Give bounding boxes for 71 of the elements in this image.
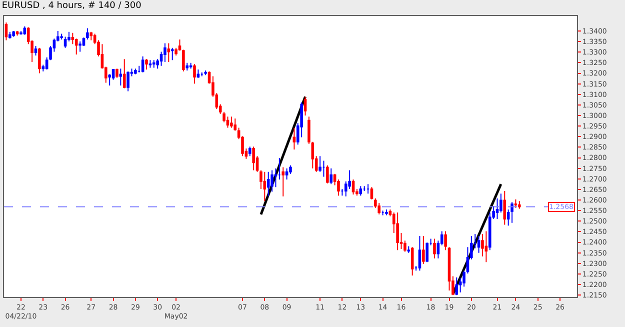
candlestick xyxy=(145,58,148,70)
candlestick xyxy=(378,202,381,215)
candlestick xyxy=(422,235,425,265)
candlestick xyxy=(164,42,166,63)
candlestick xyxy=(4,22,8,41)
candlestick xyxy=(170,47,174,61)
candlestick xyxy=(503,190,506,226)
candlestick xyxy=(134,68,137,75)
candlestick xyxy=(126,70,130,92)
candlestick xyxy=(234,118,237,132)
candlestick xyxy=(496,198,499,220)
candlestick xyxy=(20,30,22,36)
candlestick xyxy=(455,276,458,296)
candlestick xyxy=(514,198,518,208)
candlestick xyxy=(196,68,200,78)
candlestick xyxy=(518,200,521,210)
candlestick xyxy=(304,96,307,116)
candlestick xyxy=(148,60,152,68)
candlestick xyxy=(359,186,362,196)
candlestick xyxy=(64,36,67,48)
candlestick xyxy=(484,230,488,263)
chart-title: EURUSD , 4 hours, # 140 / 300 xyxy=(2,0,142,11)
candlestick xyxy=(448,246,451,291)
candlestick xyxy=(8,31,12,40)
candlestick xyxy=(152,60,156,68)
candlestick xyxy=(385,209,388,216)
candlestick xyxy=(186,62,189,72)
candlestick xyxy=(418,235,422,272)
candlestick xyxy=(426,242,429,263)
candlestick xyxy=(444,230,447,251)
candlestick xyxy=(119,68,122,86)
candlestick xyxy=(167,42,170,63)
candlestick xyxy=(352,179,355,196)
candlestick xyxy=(370,186,374,200)
candlestick xyxy=(282,166,285,197)
candlestick xyxy=(362,186,366,192)
candlestick xyxy=(322,160,326,178)
candlestick xyxy=(326,164,329,184)
candlestick xyxy=(60,33,63,40)
candlestick xyxy=(248,146,252,157)
candlestick xyxy=(204,70,207,76)
candlestick xyxy=(122,58,126,89)
candlestick xyxy=(285,168,288,180)
candlestick xyxy=(226,116,230,128)
candlestick xyxy=(366,184,370,194)
candlestick xyxy=(141,56,144,73)
candlestick xyxy=(252,146,255,171)
candlestick xyxy=(38,47,41,74)
candlestick xyxy=(116,68,118,78)
candlestick xyxy=(433,238,436,259)
candlestick xyxy=(330,168,333,185)
candlestick xyxy=(34,46,38,56)
candlestick xyxy=(193,63,196,84)
candlestick xyxy=(200,72,204,77)
candlestick xyxy=(270,170,274,192)
candlestick xyxy=(12,30,15,38)
candlestick xyxy=(410,246,414,276)
candlestick xyxy=(407,246,410,254)
candlestick xyxy=(78,40,82,52)
candlestick xyxy=(263,171,266,202)
candlestick xyxy=(23,26,26,36)
candlestick xyxy=(189,62,192,70)
candlestick xyxy=(510,202,514,224)
candlestick xyxy=(90,31,93,41)
candlestick xyxy=(230,116,233,128)
candlestick xyxy=(396,212,399,251)
candlestick xyxy=(381,210,384,216)
candlestick xyxy=(477,235,480,254)
candlestick xyxy=(266,171,270,197)
candlestick xyxy=(16,30,19,36)
candlestick xyxy=(292,127,296,150)
